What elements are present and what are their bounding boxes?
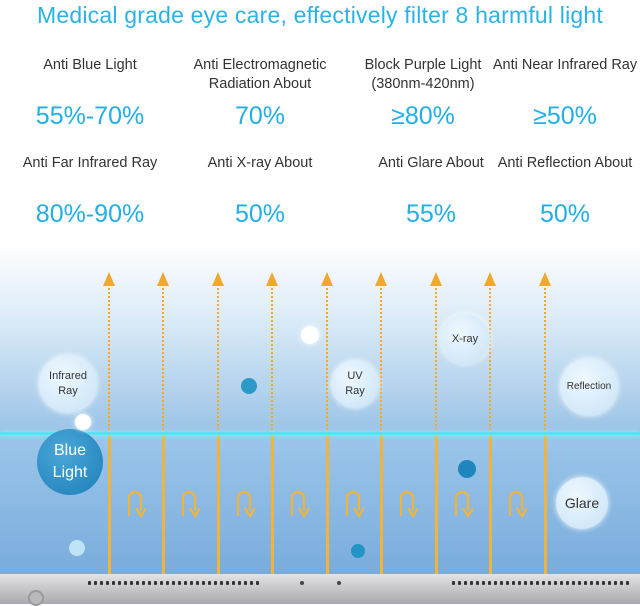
reflect-arrow-icon [454,490,473,519]
light-particle [458,460,476,478]
screen-layer [0,435,640,575]
stat-label: Anti Near Infrared Ray [492,57,638,73]
light-particle [301,326,319,344]
stat-anti-electromagnetic: Anti Electromagnetic Radiation About 70% [175,56,345,131]
arrow-up-icon [371,272,391,430]
bubble-reflection: Reflection [560,358,618,416]
stat-label: Block Purple Light (380nm-420nm) [364,57,482,92]
arrow-up-icon [535,272,555,430]
reflect-arrow-icon [399,490,418,519]
stat-value: 55%-70% [35,102,145,130]
stat-anti-glare: Anti Glare About 55% [346,154,516,229]
arrow-up-icon [208,272,228,430]
filter-bar [162,435,165,575]
stat-anti-near-infrared: Anti Near Infrared Ray ≥50% [480,56,640,131]
filter-bar [435,435,438,575]
reflect-arrow-icon [290,490,309,519]
stat-block-purple-light: Block Purple Light (380nm-420nm) ≥80% [338,56,508,131]
stat-value: 80%-90% [35,200,145,228]
filter-glass-line [0,432,640,435]
filter-bar [108,435,111,575]
arrow-up-icon [480,272,500,430]
speaker-grille [452,581,629,585]
reflect-arrow-icon [236,490,255,519]
filter-bar [326,435,329,575]
arrow-up-icon [153,272,173,430]
stat-label: Anti Far Infrared Ray [22,155,158,171]
arrow-up-icon [426,272,446,430]
stat-value: ≥50% [533,102,597,130]
light-particle [241,378,257,394]
reflect-arrow-icon [127,490,146,519]
stat-label: Anti Glare About [378,155,484,171]
filter-bar [217,435,220,575]
reflect-arrow-icon [181,490,200,519]
stat-label: Anti Reflection About [497,155,633,171]
tablet-bottom-edge [0,574,640,604]
port-dot [300,581,304,585]
reflect-arrow-icon [508,490,527,519]
stat-anti-far-infrared: Anti Far Infrared Ray 80%-90% [5,154,175,229]
stat-value: 50% [539,200,591,228]
headline: Medical grade eye care, effectively filt… [37,2,603,28]
stat-label: Anti X-ray About [207,155,313,171]
light-particle [351,544,365,558]
stat-value: 70% [234,102,286,130]
bubble-x-ray: X-ray [440,314,490,364]
bubble-uv-ray: UV Ray [331,360,379,408]
port-dot [337,581,341,585]
reflect-arrow-icon [345,490,364,519]
light-particle [75,414,91,430]
bubble-infrared-ray: Infrared Ray [39,355,97,413]
stat-label: Anti Blue Light [43,57,137,73]
arrow-up-icon [317,272,337,430]
filter-bar [271,435,274,575]
filter-bar [489,435,492,575]
bubble-blue-light: Blue Light [37,429,103,495]
arrow-up-icon [262,272,282,430]
stat-value: 55% [405,200,457,228]
stat-value: ≥80% [391,102,455,130]
filter-bar [380,435,383,575]
light-particle [69,540,85,556]
stat-value: 50% [234,200,286,228]
arrow-up-icon [99,272,119,430]
stat-anti-blue-light: Anti Blue Light 55%-70% [5,56,175,131]
stat-anti-reflection: Anti Reflection About 50% [480,154,640,229]
speaker-grille [88,581,259,585]
filter-bar [544,435,547,575]
stat-anti-x-ray: Anti X-ray About 50% [175,154,345,229]
bubble-glare: Glare [556,477,608,529]
stat-label: Anti Electromagnetic Radiation About [193,57,327,92]
